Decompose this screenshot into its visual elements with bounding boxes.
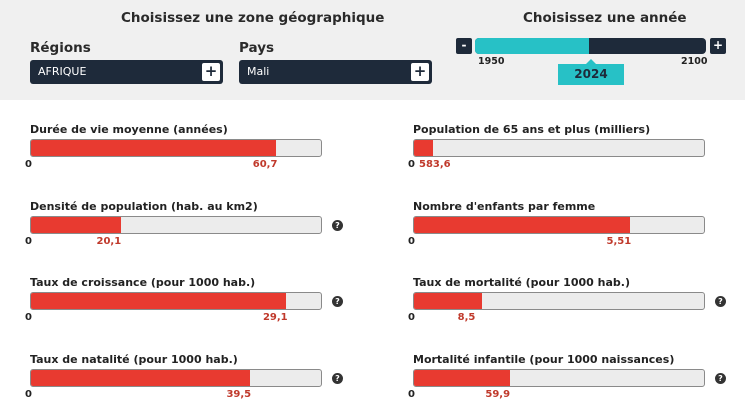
metric-card: Mortalité infantile (pour 1000 naissance… (408, 353, 743, 409)
metric-zero-label: 0 (25, 389, 32, 400)
metric-title: Densité de population (hab. au km2) (30, 200, 258, 213)
metric-zero-label: 0 (408, 236, 415, 247)
help-icon[interactable]: ? (332, 373, 343, 384)
metric-zero-label: 0 (408, 312, 415, 323)
pays-plus-button[interactable]: + (411, 63, 429, 81)
metric-bar (30, 216, 322, 234)
help-icon[interactable]: ? (332, 220, 343, 231)
metric-bar-fill (414, 217, 631, 233)
help-icon[interactable]: ? (715, 373, 726, 384)
metric-value: 583,6 (419, 159, 451, 170)
metric-bar-fill (31, 140, 277, 156)
metric-bar-fill (31, 217, 121, 233)
year-title: Choisissez une année (523, 10, 687, 26)
metric-title: Nombre d'enfants par femme (413, 200, 596, 213)
metric-bar (30, 369, 322, 387)
metric-value: 5,51 (606, 236, 632, 247)
metric-card: Densité de population (hab. au km2) 0 20,1… (25, 200, 360, 260)
metric-card: Taux de natalité (pour 1000 hab.) 0 39,5? (25, 353, 360, 409)
metric-value: 39,5 (226, 389, 252, 400)
year-max-label: 2100 (681, 56, 708, 67)
metric-title: Taux de mortalité (pour 1000 hab.) (413, 276, 630, 289)
metric-zero-label: 0 (25, 159, 32, 170)
regions-label: Régions (30, 40, 91, 56)
year-decrement-button[interactable]: - (456, 38, 472, 54)
metric-bar (30, 292, 322, 310)
metric-bar-fill (414, 370, 510, 386)
metric-card: Taux de croissance (pour 1000 hab.) 0 29,1… (25, 276, 360, 336)
filters-panel: Choisissez une zone géographique Choisis… (0, 0, 745, 100)
metric-zero-label: 0 (408, 159, 415, 170)
metric-value: 8,5 (457, 312, 476, 323)
metric-bar-fill (414, 293, 483, 309)
metric-zero-label: 0 (408, 389, 415, 400)
metric-title: Taux de croissance (pour 1000 hab.) (30, 276, 256, 289)
year-min-label: 1950 (478, 56, 505, 67)
metric-value: 20,1 (96, 236, 122, 247)
metric-zero-label: 0 (25, 236, 32, 247)
metric-bar-fill (31, 293, 287, 309)
year-increment-button[interactable]: + (710, 38, 726, 54)
metric-title: Taux de natalité (pour 1000 hab.) (30, 353, 238, 366)
regions-plus-button[interactable]: + (202, 63, 220, 81)
metric-bar (413, 216, 705, 234)
regions-select[interactable]: AFRIQUE + (30, 60, 223, 84)
metric-card: Durée de vie moyenne (années) 0 60,7 (25, 123, 360, 183)
metric-card: Nombre d'enfants par femme 0 5,51 (408, 200, 743, 260)
help-icon[interactable]: ? (715, 296, 726, 307)
regions-value: AFRIQUE (38, 65, 87, 78)
metric-value: 29,1 (262, 312, 288, 323)
metric-card: Population de 65 ans et plus (milliers) 0… (408, 123, 743, 183)
metric-title: Population de 65 ans et plus (milliers) (413, 123, 651, 136)
metric-bar (413, 139, 705, 157)
metric-bar (413, 369, 705, 387)
metric-bar (30, 139, 322, 157)
year-value-badge[interactable]: 2024 (558, 59, 624, 85)
metric-bar-fill (31, 370, 250, 386)
metric-bar (413, 292, 705, 310)
metric-value: 59,9 (485, 389, 511, 400)
metric-card: Taux de mortalité (pour 1000 hab.) 0 8,5? (408, 276, 743, 336)
metric-title: Mortalité infantile (pour 1000 naissance… (413, 353, 675, 366)
metric-bar-fill (414, 140, 433, 156)
zone-title: Choisissez une zone géographique (121, 10, 385, 26)
year-slider-track[interactable] (475, 38, 706, 54)
pays-label: Pays (239, 40, 275, 56)
metric-title: Durée de vie moyenne (années) (30, 123, 228, 136)
year-slider-fill (475, 38, 589, 54)
pays-select[interactable]: Mali + (239, 60, 432, 84)
metric-value: 60,7 (252, 159, 278, 170)
metric-zero-label: 0 (25, 312, 32, 323)
help-icon[interactable]: ? (332, 296, 343, 307)
pays-value: Mali (247, 65, 270, 78)
